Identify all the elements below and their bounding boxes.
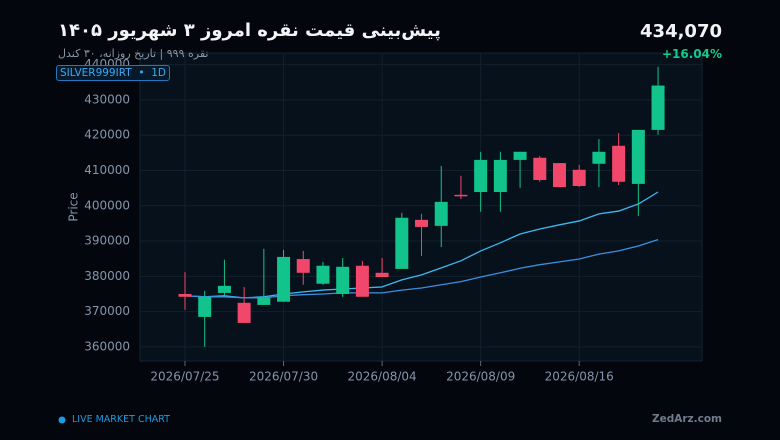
candle-body <box>355 265 369 297</box>
candle-body <box>631 129 645 184</box>
live-label: LIVE MARKET CHART <box>72 414 170 425</box>
candle-body <box>415 219 429 227</box>
candle-body <box>533 157 547 181</box>
candle-body <box>434 201 448 226</box>
candle-body <box>257 297 271 305</box>
candle-body <box>651 85 665 130</box>
candle-body <box>217 285 231 293</box>
plot-area <box>139 52 703 362</box>
x-tick-label: 2026/08/16 <box>545 370 614 384</box>
live-dot <box>58 416 66 424</box>
brand: ZedArz.com <box>651 413 722 425</box>
y-tick-label: 410000 <box>84 163 130 177</box>
candle-body <box>277 256 291 302</box>
candle-body <box>296 259 310 273</box>
candle-body <box>552 163 566 188</box>
y-axis-label: Price <box>67 192 81 221</box>
x-tick-label: 2026/07/30 <box>249 370 318 384</box>
title: پیش‌بینی قیمت نقره امروز ۳ شهریور ۱۴۰۵ <box>58 20 441 41</box>
symbol-badge: SILVER999IRT • 1D <box>56 65 170 81</box>
y-tick-label: 430000 <box>84 92 130 106</box>
x-tick-label: 2026/08/04 <box>348 370 417 384</box>
y-tick-label: 370000 <box>84 304 130 318</box>
price: 434,070 <box>640 21 722 42</box>
y-tick-label: 360000 <box>84 339 130 353</box>
x-tick-label: 2026/08/09 <box>446 370 515 384</box>
candle-body <box>592 151 606 164</box>
y-tick-label: 390000 <box>84 234 130 248</box>
candle-body <box>336 266 350 294</box>
candle-body <box>612 145 626 182</box>
candle-body <box>198 296 212 317</box>
y-tick-label: 420000 <box>84 128 130 142</box>
candle-body <box>237 302 251 323</box>
candle-body <box>493 159 507 193</box>
y-tick-label: 380000 <box>84 269 130 283</box>
candle-body <box>513 151 527 160</box>
y-tick-label: 400000 <box>84 198 130 212</box>
candle-body <box>474 159 488 193</box>
candle-body <box>572 169 586 187</box>
candle-body <box>375 272 389 278</box>
candle-body <box>316 265 330 284</box>
candle-body <box>395 217 409 269</box>
price-change: +16.04% <box>661 47 722 61</box>
x-tick-label: 2026/07/25 <box>150 370 219 384</box>
subtitle: نقره ۹۹۹ | تاریخ روزانه، ۳۰ کندل <box>58 47 209 60</box>
candle-body <box>178 293 192 297</box>
candle-body <box>454 194 468 197</box>
